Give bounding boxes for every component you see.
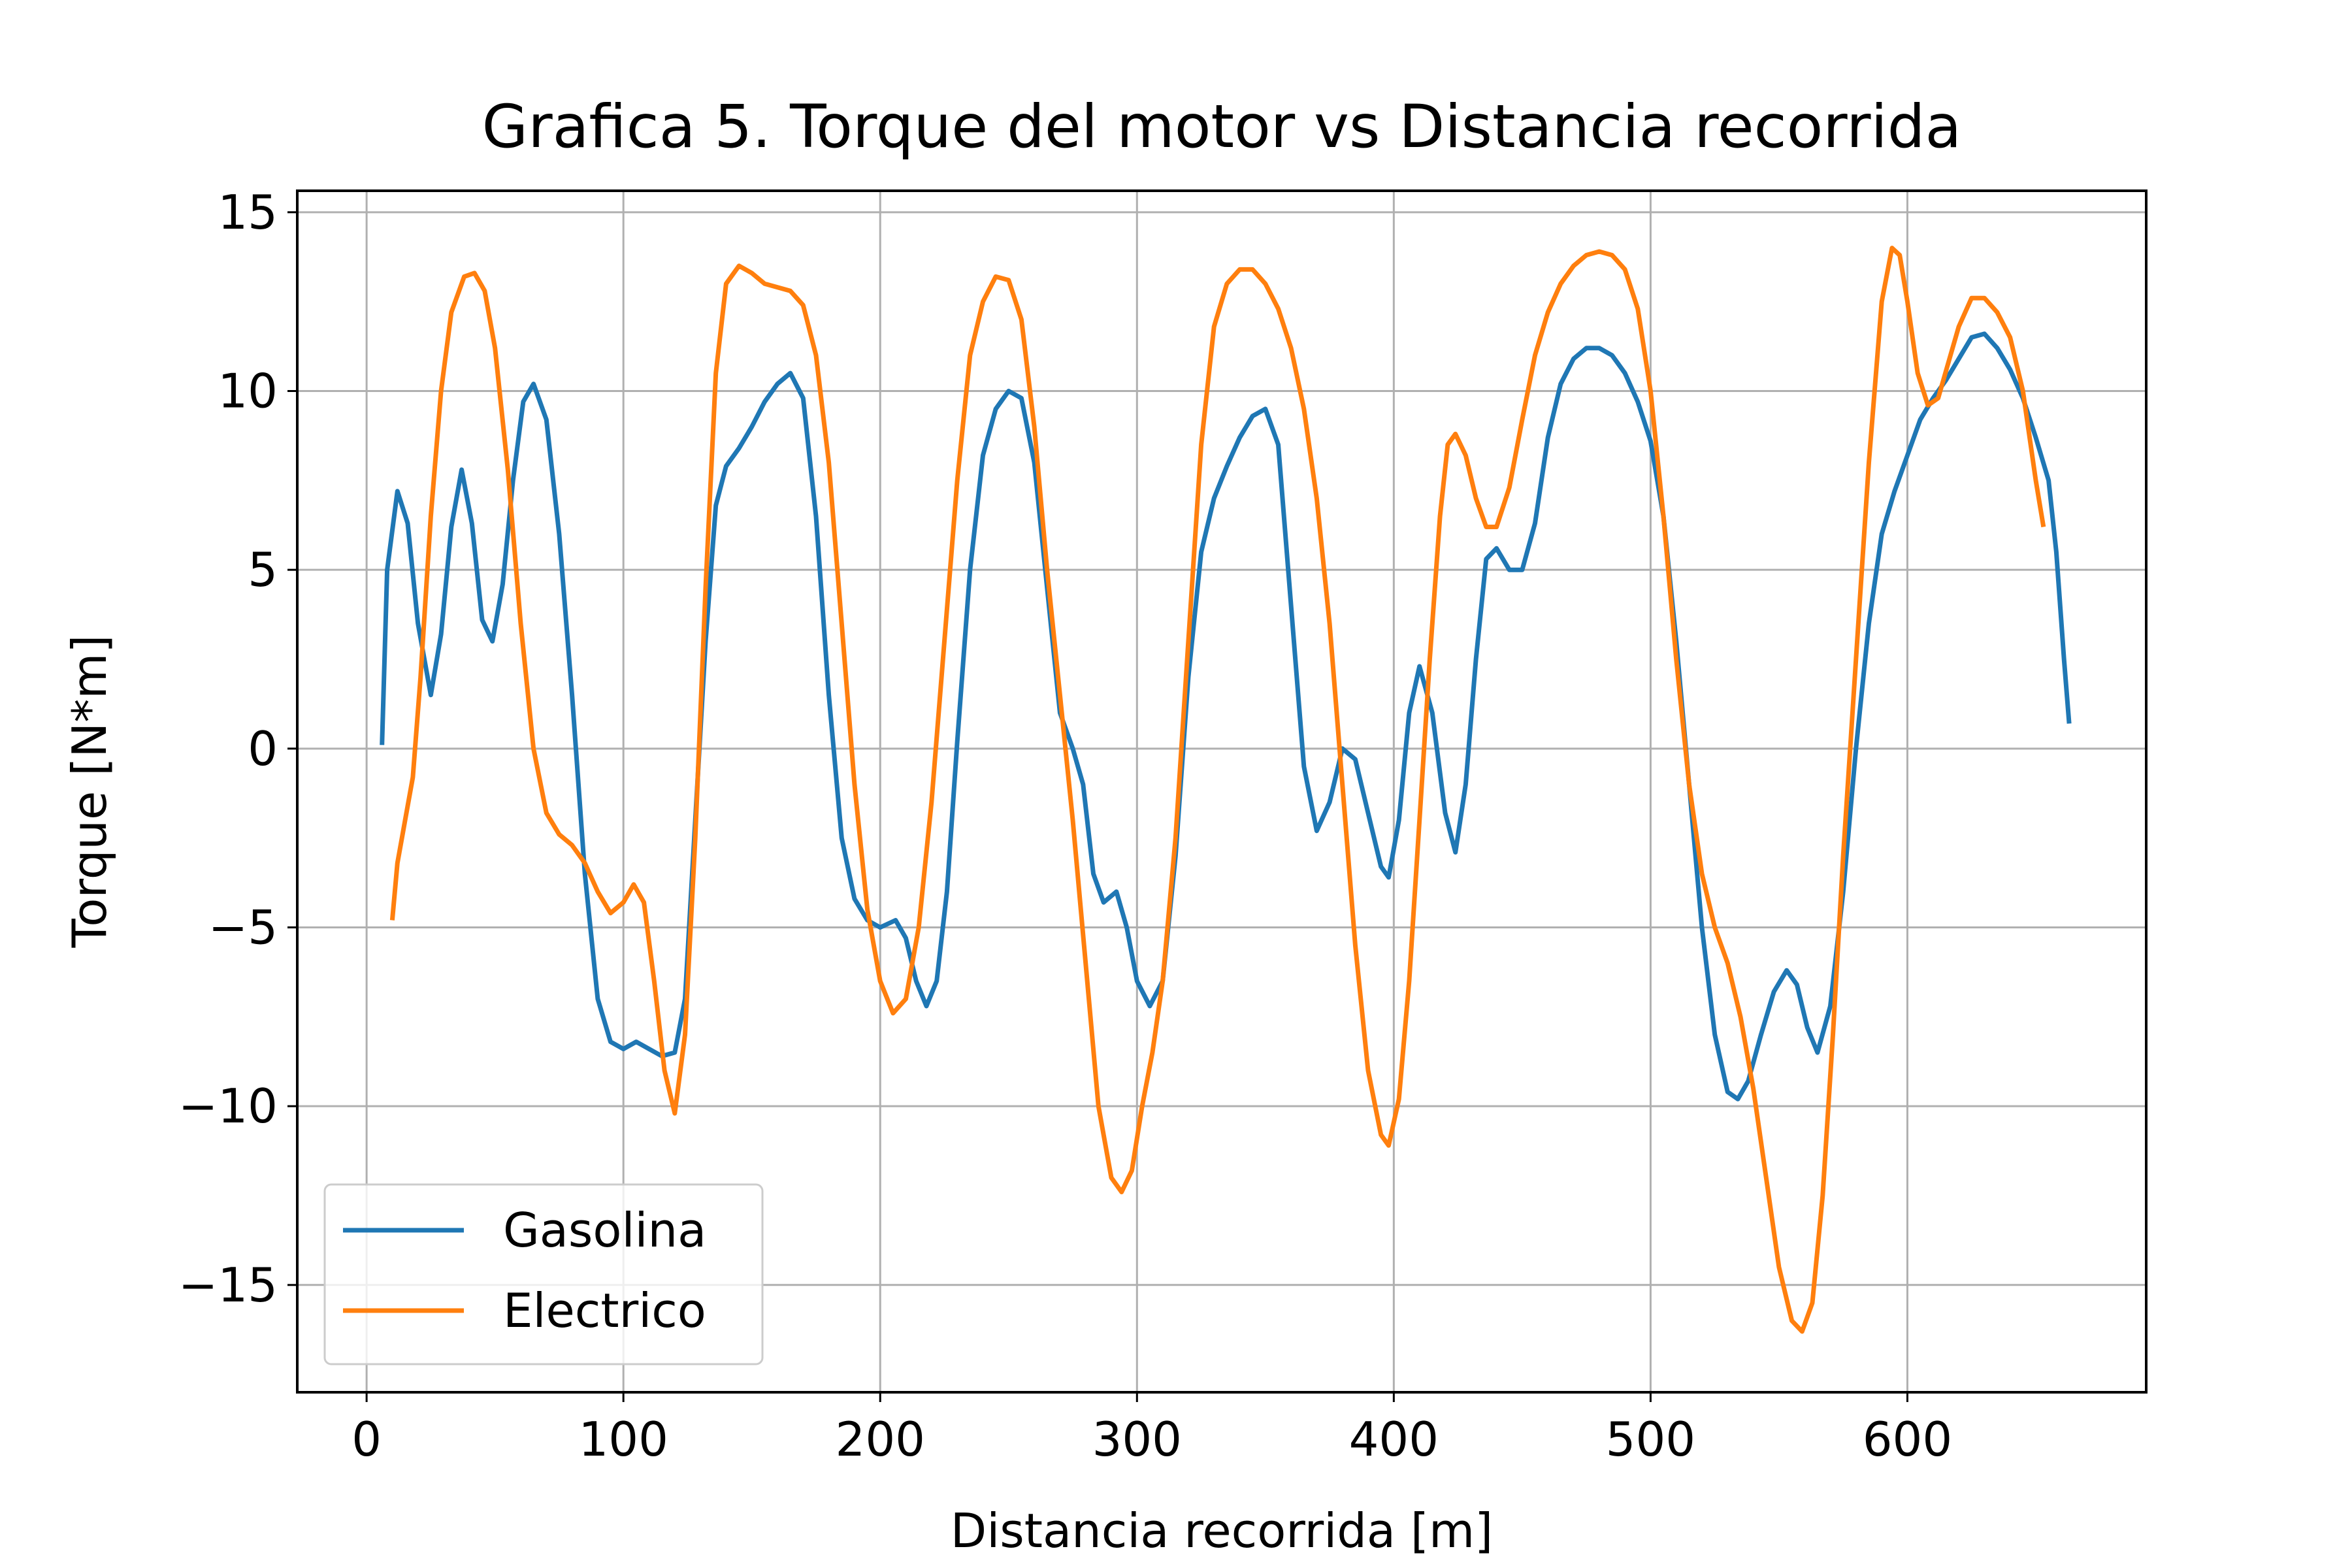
grid-lines [297, 191, 2146, 1392]
legend-label-gasolina: Gasolina [503, 1203, 706, 1258]
y-tick-label: −10 [178, 1079, 278, 1134]
x-tick-label: 300 [1092, 1412, 1182, 1467]
plot-area-frame [296, 189, 2148, 1394]
x-tick-label: 100 [578, 1412, 668, 1467]
legend: Gasolina Electrico [323, 1183, 764, 1365]
y-tick-label: −15 [178, 1258, 278, 1313]
y-tick-label: −5 [208, 900, 278, 955]
x-tick-label: 600 [1863, 1412, 1952, 1467]
x-tick-label: 400 [1349, 1412, 1439, 1467]
x-tick-label: 500 [1606, 1412, 1695, 1467]
legend-label-electrico: Electrico [503, 1283, 706, 1338]
series-line-gasolina [380, 331, 2072, 1102]
y-axis-label: Torque [N*m] [62, 635, 117, 949]
x-tick-label: 200 [836, 1412, 925, 1467]
y-tick-label: 5 [248, 542, 278, 597]
y-tick-label: 10 [218, 364, 278, 419]
series-line-electrico [389, 246, 2046, 1334]
series-lines [380, 246, 2072, 1334]
y-axis-ticks: 15 10 5 0 −5 −10 −15 [178, 185, 297, 1313]
x-axis-ticks: 0 100 200 300 400 500 600 [351, 1392, 1952, 1467]
y-tick-label: 0 [248, 721, 278, 776]
x-tick-label: 0 [351, 1412, 382, 1467]
x-axis-label: Distancia recorrida [m] [951, 1503, 1493, 1558]
chart-title: Grafica 5. Torque del motor vs Distancia… [482, 93, 1962, 161]
y-tick-label: 15 [218, 185, 278, 240]
